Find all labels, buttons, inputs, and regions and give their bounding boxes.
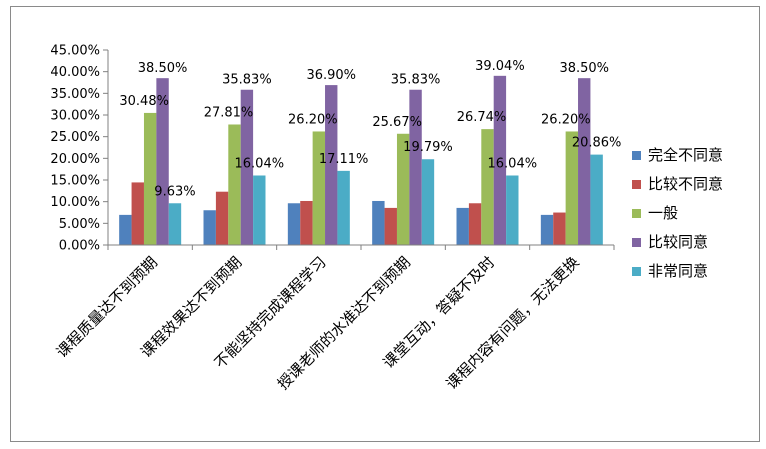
bar: [456, 207, 469, 245]
bar: [553, 212, 566, 245]
bar: [228, 124, 241, 245]
bar: [300, 200, 313, 245]
bar: [203, 210, 216, 245]
y-tick-label: 0.00%: [59, 239, 100, 254]
bar: [372, 200, 385, 245]
y-tick-label: 5.00%: [59, 217, 100, 232]
data-label: 35.83%: [391, 73, 441, 88]
data-label: 26.20%: [288, 112, 338, 127]
bar: [168, 203, 182, 245]
y-tick-label: 20.00%: [50, 152, 100, 167]
legend-swatch: [632, 209, 641, 218]
y-tick-label: 10.00%: [50, 195, 100, 210]
bar: [143, 112, 157, 245]
bar: [493, 75, 507, 246]
y-tick-label: 25.00%: [50, 130, 100, 145]
bar: [287, 203, 301, 245]
legend-label: 完全不同意: [648, 146, 723, 164]
legend-label: 一般: [648, 204, 678, 222]
bar: [240, 89, 254, 245]
data-label: 39.04%: [475, 59, 525, 74]
bar: [481, 129, 494, 245]
bar: [337, 170, 350, 245]
bar: [156, 78, 169, 246]
y-axis-ticks: 0.00% 5.00% 10.00% 15.00% 20.00% 25.00% 30.00%…: [50, 44, 108, 254]
data-label: 36.90%: [306, 68, 356, 83]
y-tick-label: 40.00%: [50, 65, 100, 80]
legend-label: 比较同意: [648, 233, 708, 251]
data-label: 38.50%: [138, 61, 188, 76]
legend-label: 非常同意: [648, 262, 708, 280]
bar: [578, 78, 591, 246]
axes: [107, 50, 615, 250]
bar: [409, 89, 422, 245]
bar: [325, 85, 338, 245]
bar: [565, 131, 579, 245]
category-labels: 课程质量达不到预期课程效果达不到预期不能坚持完成课程学习授课老师的水准达不到预期…: [53, 253, 583, 393]
legend-label: 比较不同意: [648, 175, 723, 193]
y-tick-label: 35.00%: [50, 87, 100, 102]
bar: [119, 214, 132, 245]
data-label: 20.86%: [572, 136, 622, 151]
data-label: 16.04%: [235, 156, 285, 171]
data-label: 38.50%: [559, 61, 609, 76]
y-tick-label: 30.00%: [50, 109, 100, 124]
bar: [312, 131, 326, 245]
data-label: 35.83%: [222, 73, 272, 88]
y-tick-label: 15.00%: [50, 174, 100, 189]
data-label: 16.04%: [488, 156, 538, 171]
legend-swatch: [632, 151, 641, 160]
data-label: 27.81%: [204, 105, 254, 120]
data-label: 9.63%: [154, 184, 195, 199]
bar: [506, 175, 519, 245]
data-label: 19.79%: [403, 140, 453, 155]
bar: [468, 203, 482, 245]
bar: [131, 182, 144, 245]
bar: [253, 175, 266, 245]
data-label: 17.11%: [319, 152, 369, 167]
data-labels: 30.48% 38.50% 9.63% 27.81% 35.83% 16.04% 26.20…: [119, 59, 621, 199]
legend-swatch: [632, 238, 641, 247]
bar: [421, 159, 435, 245]
bar: [384, 207, 397, 245]
bars: [119, 75, 603, 246]
legend-swatch: [632, 180, 641, 189]
data-label: 26.20%: [541, 112, 591, 127]
data-label: 30.48%: [119, 94, 169, 109]
bar: [396, 133, 410, 245]
bar: [540, 214, 554, 245]
y-tick-label: 45.00%: [50, 44, 100, 59]
data-label: 26.74%: [457, 110, 507, 125]
bar: [215, 191, 229, 245]
data-label: 25.67%: [372, 115, 422, 130]
legend-swatch: [632, 267, 641, 276]
bar: [590, 154, 603, 245]
